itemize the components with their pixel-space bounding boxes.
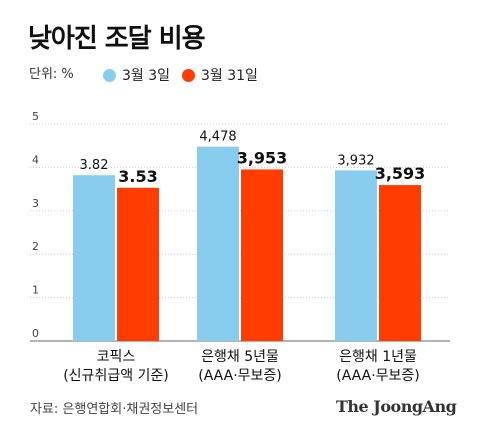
bar-s0-c2 xyxy=(335,170,377,341)
legend-item-march-3: 3월 3일 xyxy=(103,66,170,84)
y-tick-label-2: 2 xyxy=(32,240,39,253)
legend-item-march-31: 3월 31일 xyxy=(182,66,258,84)
y-tick-label-0: 0 xyxy=(32,327,39,340)
data-label-s0-c1: 4,478 xyxy=(199,130,236,145)
bar-s1-c1 xyxy=(241,169,283,341)
unit-label: 단위: % xyxy=(29,67,74,82)
bar-s0-c0 xyxy=(73,175,115,341)
x-category-label-0-1: (신규취급액 기준) xyxy=(63,368,169,384)
legend-label-march-3: 3월 3일 xyxy=(122,68,171,84)
y-tick-label-3: 3 xyxy=(32,197,39,210)
y-tick-label-5: 5 xyxy=(32,110,39,123)
x-category-label-0-0: 코픽스 xyxy=(97,349,136,365)
bar-s0-c1 xyxy=(197,146,239,341)
legend-swatch-march-31 xyxy=(182,68,195,82)
data-label-s1-c0: 3.53 xyxy=(118,167,157,186)
chart-title: 낮아진 조달 비용 xyxy=(28,24,206,54)
bar-s1-c2 xyxy=(379,185,421,341)
x-category-label-2-1: (AAA·무보증) xyxy=(336,368,420,384)
data-label-s0-c2: 3,932 xyxy=(337,153,374,168)
y-tick-label-1: 1 xyxy=(32,284,39,297)
x-category-label-2-0: 은행채 1년물 xyxy=(339,349,417,365)
bar-s1-c0 xyxy=(117,187,159,341)
legend-swatch-march-3 xyxy=(103,68,116,82)
x-category-label-1-0: 은행채 5년물 xyxy=(201,349,279,365)
x-category-label-1-1: (AAA·무보증) xyxy=(198,368,282,384)
source-note: 자료: 은행연합회·채권정보센터 xyxy=(30,402,199,417)
data-label-s1-c2: 3,593 xyxy=(375,164,426,183)
data-label-s0-c0: 3.82 xyxy=(80,158,109,173)
publisher-logo: The JoongAng xyxy=(336,397,457,416)
legend-label-march-31: 3월 31일 xyxy=(201,68,258,84)
data-label-s1-c1: 3,953 xyxy=(237,148,288,167)
y-tick-label-4: 4 xyxy=(32,153,39,166)
